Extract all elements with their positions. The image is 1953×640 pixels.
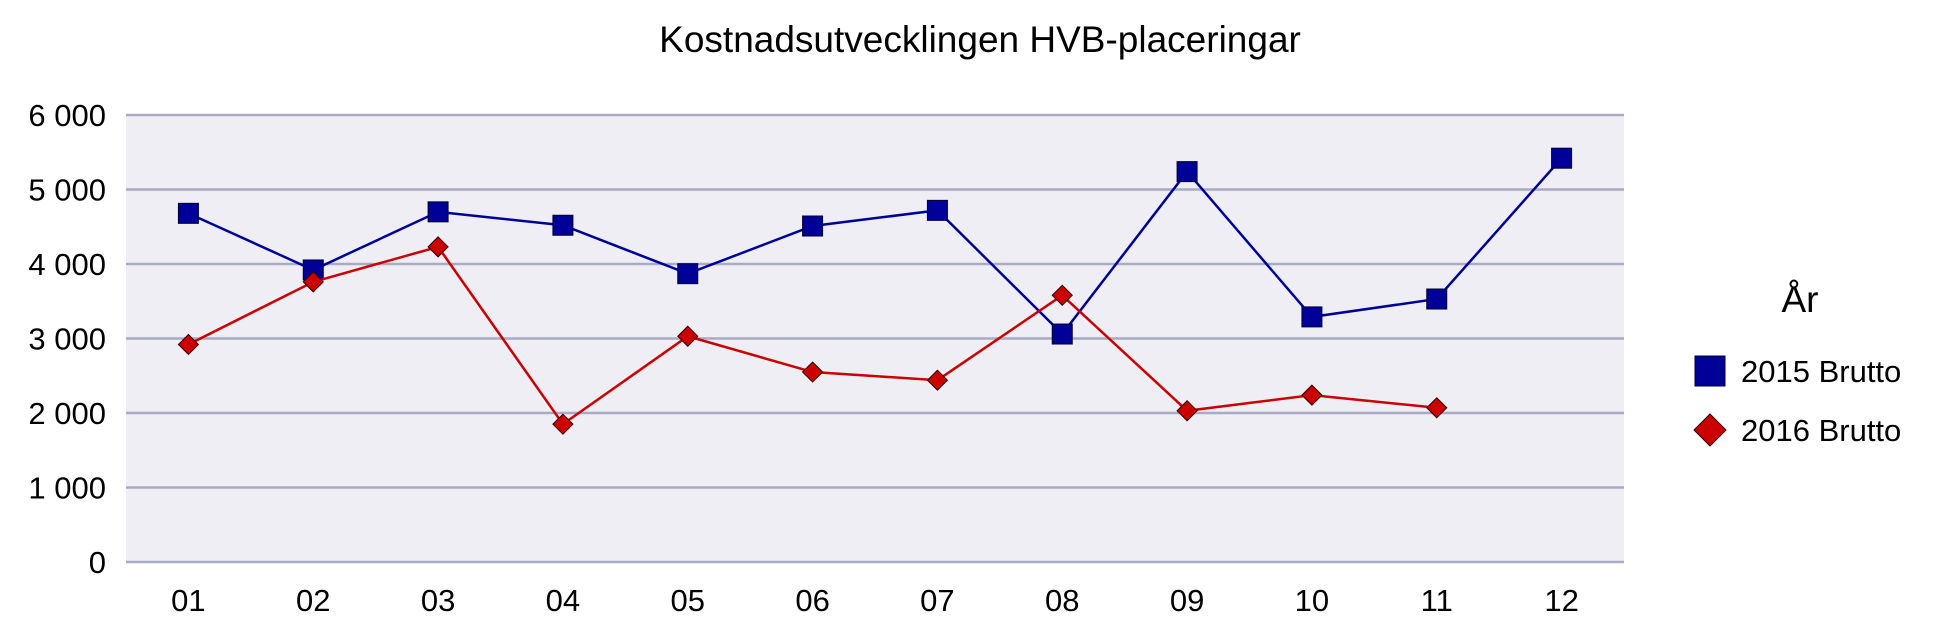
data-point bbox=[1301, 306, 1323, 328]
legend-title: År bbox=[1782, 279, 1819, 320]
series-1 bbox=[177, 147, 1573, 345]
y-tick-label: 1 000 bbox=[28, 471, 106, 506]
data-point bbox=[926, 199, 948, 221]
chart-title: Kostnadsutvecklingen HVB-placeringar bbox=[659, 19, 1301, 60]
x-tick-label: 01 bbox=[171, 583, 205, 618]
x-tick-label: 05 bbox=[671, 583, 705, 618]
y-tick-label: 4 000 bbox=[28, 247, 106, 282]
x-tick-label: 08 bbox=[1045, 583, 1079, 618]
y-tick-label: 2 000 bbox=[28, 396, 106, 431]
x-tick-label: 07 bbox=[920, 583, 954, 618]
data-point bbox=[1551, 147, 1573, 169]
data-point bbox=[427, 201, 449, 223]
data-point bbox=[801, 361, 824, 383]
x-tick-label: 12 bbox=[1544, 583, 1578, 618]
data-point bbox=[677, 263, 699, 285]
data-point bbox=[1051, 323, 1073, 345]
y-tick-label: 6 000 bbox=[28, 98, 106, 133]
data-point bbox=[552, 214, 574, 236]
y-tick-label: 5 000 bbox=[28, 173, 106, 208]
data-point bbox=[302, 271, 324, 293]
data-point bbox=[1176, 161, 1198, 183]
x-tick-label: 03 bbox=[421, 583, 455, 618]
y-tick-label: 3 000 bbox=[28, 322, 106, 357]
data-point bbox=[1426, 288, 1448, 310]
legend: År 2015 Brutto 2016 Brutto bbox=[1693, 279, 1901, 448]
x-tick-label: 04 bbox=[546, 583, 580, 618]
x-tick-label: 02 bbox=[296, 583, 330, 618]
legend-marker bbox=[1693, 413, 1727, 447]
y-axis-ticks: 0 1 000 2 000 3 000 4 000 5 000 6 000 bbox=[28, 98, 106, 580]
y-tick-label: 0 bbox=[89, 545, 106, 580]
data-point bbox=[926, 369, 949, 391]
legend-marker bbox=[1694, 355, 1726, 387]
data-point bbox=[1176, 400, 1198, 422]
x-tick-label: 09 bbox=[1170, 583, 1204, 618]
legend-label: 2015 Brutto bbox=[1741, 354, 1901, 389]
data-point bbox=[177, 202, 199, 224]
x-axis-ticks: 01 02 03 04 05 06 07 08 09 10 11 12 bbox=[171, 583, 1579, 618]
data-point bbox=[1051, 284, 1073, 306]
x-tick-label: 11 bbox=[1421, 583, 1453, 618]
x-tick-label: 06 bbox=[795, 583, 829, 618]
data-point bbox=[1301, 384, 1323, 406]
gridlines bbox=[126, 113, 1624, 564]
data-point bbox=[427, 236, 449, 258]
series-line bbox=[187, 157, 1563, 336]
data-point bbox=[1426, 397, 1448, 419]
data-point bbox=[552, 413, 574, 435]
series-2 bbox=[177, 236, 1448, 435]
data-point bbox=[677, 325, 699, 347]
series-layer bbox=[177, 147, 1573, 435]
x-tick-label: 10 bbox=[1295, 583, 1329, 618]
data-point bbox=[177, 333, 200, 356]
legend-label: 2016 Brutto bbox=[1741, 413, 1901, 448]
data-point bbox=[802, 215, 824, 237]
